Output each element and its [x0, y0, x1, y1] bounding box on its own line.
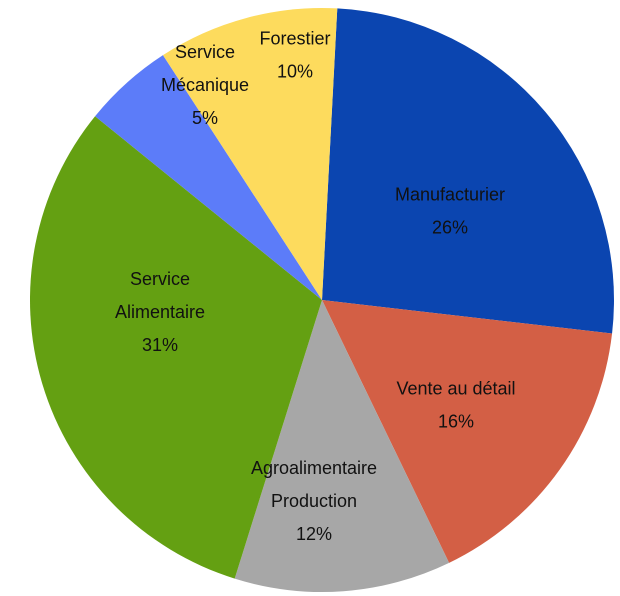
slice-label-forestier: Forestier 10% [259, 28, 330, 81]
pie-slice-service-mecanique [95, 55, 322, 300]
slice-name-label: Service [175, 42, 235, 62]
slice-label-service-alimentaire: Service Alimentaire 31% [115, 269, 205, 355]
slice-name-label: Alimentaire [115, 302, 205, 322]
slice-label-agroalimentaire-production: Agroalimentaire Production 12% [251, 458, 377, 544]
pie-slice-manufacturier [322, 8, 614, 334]
slice-name-label: Vente au détail [396, 378, 515, 398]
slice-name-label: Production [271, 491, 357, 511]
slice-value-label: 5% [192, 108, 218, 128]
slice-name-label: Service [130, 269, 190, 289]
slice-value-label: 31% [142, 335, 178, 355]
slice-value-label: 12% [296, 524, 332, 544]
slice-value-label: 26% [432, 217, 468, 237]
slice-label-vente-au-detail: Vente au détail 16% [396, 378, 515, 431]
slice-name-label: Manufacturier [395, 184, 505, 204]
pie-slice-service-alimentaire [29, 116, 323, 579]
pie-slices [29, 8, 614, 593]
slice-value-label: 10% [277, 61, 313, 81]
slice-label-service-mecanique: Service Mécanique 5% [161, 42, 249, 128]
slice-name-label: Agroalimentaire [251, 458, 377, 478]
slice-label-manufacturier: Manufacturier 26% [395, 184, 505, 237]
slice-name-label: Mécanique [161, 75, 249, 95]
pie-labels: Manufacturier 26% Vente au détail 16% Agroal… [115, 28, 516, 544]
pie-slice-forestier [162, 8, 338, 300]
slice-value-label: 16% [438, 411, 474, 431]
slice-name-label: Forestier [259, 28, 330, 48]
pie-slice-agroalimentaire-production [234, 300, 450, 593]
pie-slice-vente-au-detail [322, 300, 613, 563]
